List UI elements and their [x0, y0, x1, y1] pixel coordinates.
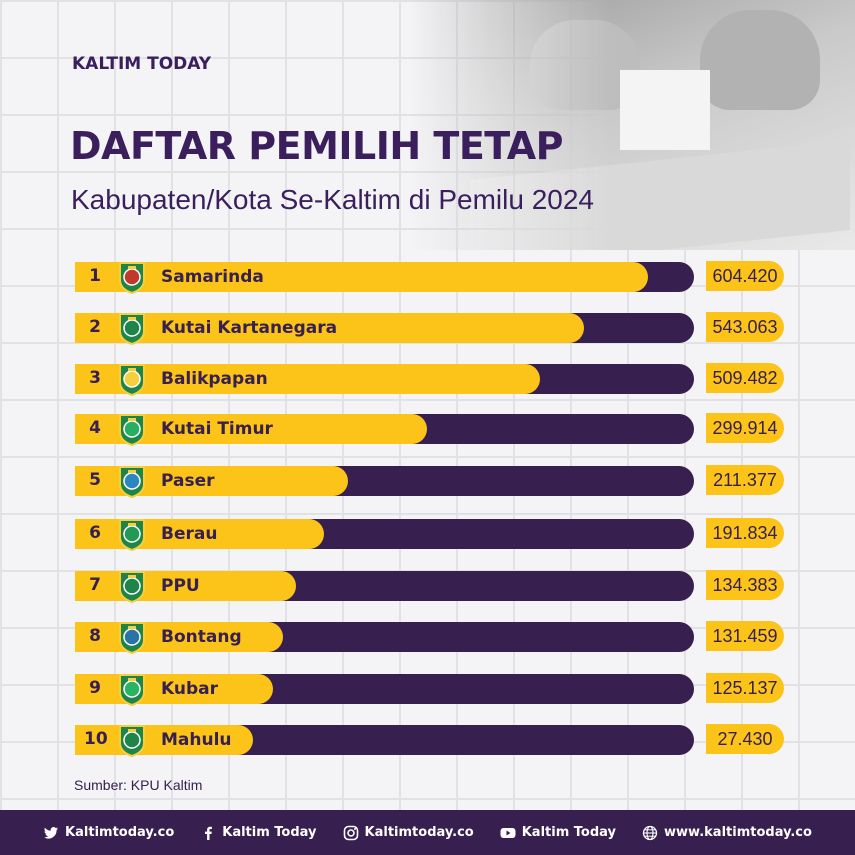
- footer-label: Kaltimtoday.co: [364, 825, 474, 840]
- bar-track: [75, 262, 694, 292]
- rank-number: 1: [89, 266, 101, 286]
- chart-row: 3 Balikpapan 509.482: [0, 363, 855, 397]
- value-label: 134.383: [706, 570, 784, 600]
- rank-number: 5: [89, 470, 101, 490]
- region-name: Bontang: [161, 627, 242, 647]
- value-label: 27.430: [706, 724, 784, 754]
- globe-icon: [642, 825, 658, 841]
- chart-row: 8 Bontang 131.459: [0, 621, 855, 655]
- region-name: Kutai Timur: [161, 419, 273, 439]
- facebook-icon: [200, 825, 216, 841]
- footer-bar: Kaltimtoday.co Kaltim Today Kaltimtoday.co…: [0, 810, 855, 855]
- bar-track: [75, 725, 694, 755]
- region-name: PPU: [161, 576, 200, 596]
- source-note: Sumber: KPU Kaltim: [74, 777, 203, 793]
- value-label: 509.482: [706, 363, 784, 393]
- rank-number: 10: [84, 729, 108, 749]
- bar-track: [75, 313, 694, 343]
- chart-row: 9 Kubar 125.137: [0, 673, 855, 707]
- region-name: Samarinda: [161, 267, 264, 287]
- rank-number: 9: [89, 678, 101, 698]
- chart-row: 6 Berau 191.834: [0, 518, 855, 552]
- bar-fill: [75, 313, 584, 343]
- bar-track: [75, 674, 694, 704]
- value-label: 604.420: [706, 261, 784, 291]
- bar-fill: [75, 519, 324, 549]
- footer-link[interactable]: www.kaltimtoday.co: [642, 825, 812, 841]
- region-name: Kubar: [161, 679, 219, 699]
- region-name: Berau: [161, 524, 218, 544]
- mahulu-emblem-icon: [119, 725, 145, 757]
- kubar-emblem-icon: [119, 674, 145, 706]
- footer-label: Kaltim Today: [521, 825, 617, 840]
- page-subtitle: Kabupaten/Kota Se-Kaltim di Pemilu 2024: [71, 184, 594, 215]
- samarinda-emblem-icon: [119, 262, 145, 294]
- footer-link[interactable]: Kaltim Today: [200, 825, 317, 841]
- bontang-emblem-icon: [119, 622, 145, 654]
- value-label: 191.834: [706, 518, 784, 548]
- bar-fill: [75, 571, 296, 601]
- bar-track: [75, 519, 694, 549]
- footer-label: www.kaltimtoday.co: [664, 825, 812, 840]
- bar-track: [75, 571, 694, 601]
- paser-emblem-icon: [119, 466, 145, 498]
- bar-fill: [75, 674, 273, 704]
- rank-number: 8: [89, 626, 101, 646]
- region-name: Mahulu: [161, 730, 232, 750]
- region-name: Balikpapan: [161, 369, 268, 389]
- page-title: DAFTAR PEMILIH TETAP: [70, 124, 564, 168]
- berau-emblem-icon: [119, 519, 145, 551]
- brand-name: KALTIM TODAY: [72, 54, 212, 74]
- value-label: 131.459: [706, 621, 784, 651]
- ppu-emblem-icon: [119, 571, 145, 603]
- youtube-icon: [500, 825, 516, 841]
- rank-number: 2: [89, 317, 101, 337]
- chart-row: 7 PPU 134.383: [0, 570, 855, 604]
- footer-label: Kaltim Today: [222, 825, 317, 840]
- kutai-kartanegara-emblem-icon: [119, 313, 145, 345]
- footer-link[interactable]: Kaltim Today: [500, 825, 616, 841]
- value-label: 211.377: [706, 465, 784, 495]
- rank-number: 4: [89, 418, 101, 438]
- chart-row: 10 Mahulu 27.430: [0, 724, 855, 758]
- value-label: 125.137: [706, 673, 784, 703]
- bar-fill: [75, 262, 648, 292]
- right-hand-shape: [700, 10, 820, 110]
- chart-row: 5 Paser 211.377: [0, 465, 855, 499]
- bar-fill: [75, 364, 540, 394]
- balikpapan-emblem-icon: [119, 364, 145, 396]
- chart-row: 2 Kutai Kartanegara 543.063: [0, 312, 855, 346]
- ballot-paper-shape: [620, 70, 710, 150]
- bar-fill: [75, 622, 283, 652]
- footer-link[interactable]: Kaltimtoday.co: [43, 825, 174, 841]
- rank-number: 6: [89, 523, 101, 543]
- kutai-timur-emblem-icon: [119, 414, 145, 446]
- instagram-icon: [343, 825, 359, 841]
- footer-label: Kaltimtoday.co: [65, 825, 175, 840]
- bar-fill: [75, 725, 253, 755]
- region-name: Paser: [161, 471, 215, 491]
- ballot-photo: [410, 0, 855, 250]
- chart-row: 4 Kutai Timur 299.914: [0, 413, 855, 447]
- bar-track: [75, 622, 694, 652]
- bar-track: [75, 364, 694, 394]
- footer-link[interactable]: Kaltimtoday.co: [343, 825, 474, 841]
- chart-row: 1 Samarinda 604.420: [0, 261, 855, 295]
- twitter-icon: [43, 825, 59, 841]
- region-name: Kutai Kartanegara: [161, 318, 338, 338]
- rank-number: 7: [89, 575, 101, 595]
- value-label: 299.914: [706, 413, 784, 443]
- rank-number: 3: [89, 368, 101, 388]
- value-label: 543.063: [706, 312, 784, 342]
